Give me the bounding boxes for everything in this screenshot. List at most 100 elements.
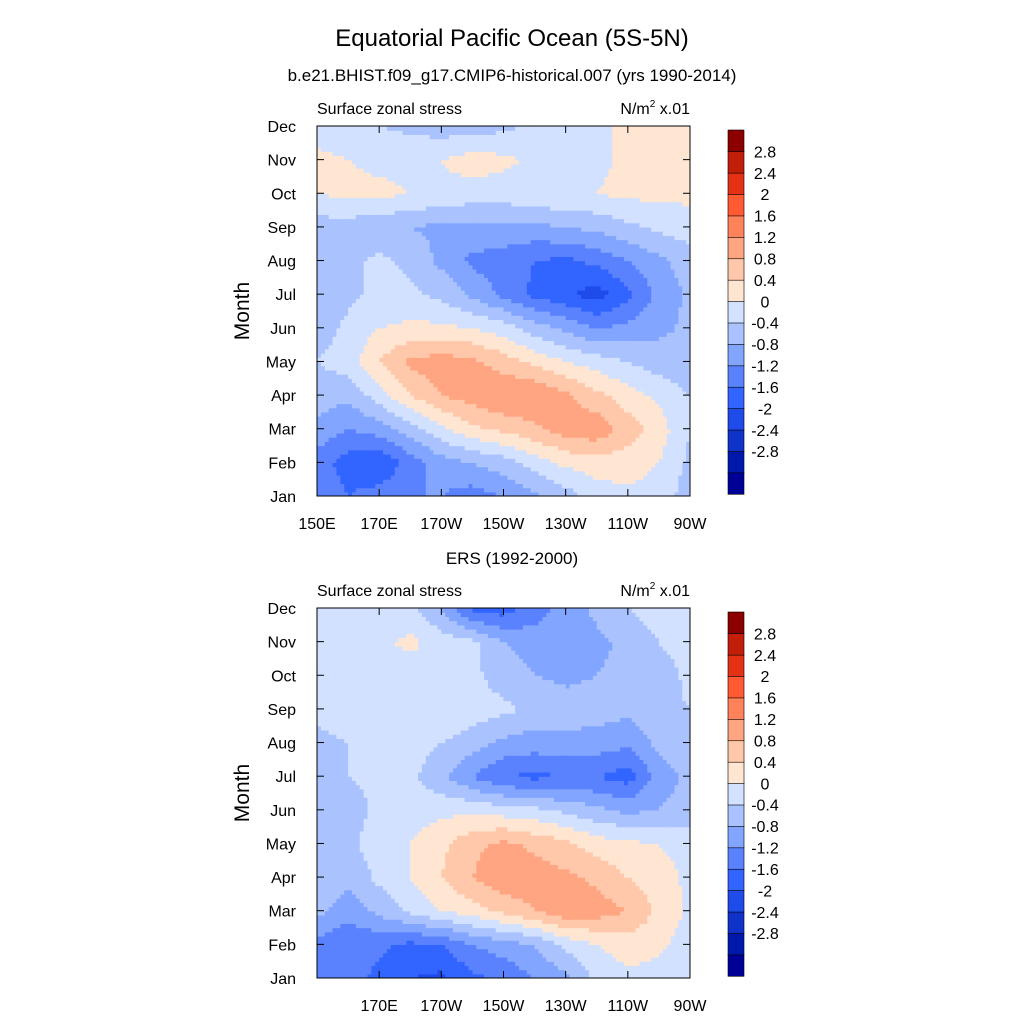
contour-cell [398, 458, 404, 463]
contour-cell [332, 390, 338, 396]
contour-cell [340, 369, 345, 375]
contour-cell [534, 378, 540, 384]
contour-cell [581, 420, 586, 426]
contour-cell [472, 332, 477, 337]
contour-cell [581, 357, 586, 363]
contour-cell [647, 336, 652, 342]
contour-cell [445, 453, 450, 459]
contour-cell [398, 327, 404, 333]
contour-cell [643, 416, 648, 421]
contour-cell [631, 487, 637, 493]
contour-cell [320, 365, 326, 371]
contour-cell [577, 357, 582, 363]
contour-cell [538, 386, 543, 392]
contour-cell [569, 483, 575, 489]
contour-cell [433, 361, 439, 367]
contour-cell [503, 403, 508, 409]
contour-cell [596, 374, 602, 379]
contour-cell [616, 378, 621, 384]
contour-cell [546, 344, 551, 350]
contour-cell [515, 483, 520, 489]
contour-cell [363, 340, 369, 346]
contour-cell [686, 424, 690, 430]
contour-cell [336, 470, 341, 476]
contour-cell [592, 453, 598, 459]
contour-cell [449, 332, 454, 337]
contour-cell [480, 462, 485, 468]
contour-cell [519, 378, 524, 384]
contour-cell [406, 487, 411, 493]
contour-cell [433, 479, 439, 484]
contour-cell [581, 327, 586, 333]
contour-cell [550, 319, 555, 325]
contour-cell [441, 340, 446, 346]
contour-cell [503, 294, 508, 299]
contour-cell [367, 437, 372, 442]
contour-cell [394, 285, 400, 291]
contour-cell [588, 378, 594, 384]
contour-cell [363, 428, 369, 434]
contour-cell [398, 298, 404, 304]
contour-cell [355, 281, 361, 287]
contour-cell [577, 407, 582, 413]
contour-cell [522, 390, 528, 396]
contour-cell [468, 382, 474, 388]
contour-cell [662, 470, 668, 476]
contour-cell [511, 382, 516, 388]
contour-cell [484, 445, 489, 451]
contour-cell [686, 432, 690, 438]
contour-cell [608, 365, 613, 371]
contour-cell [317, 487, 322, 493]
contour-cell [421, 327, 427, 333]
contour-cell [612, 386, 617, 392]
contour-cell [635, 315, 641, 320]
contour-cell [585, 336, 590, 342]
contour-cell [472, 462, 477, 468]
contour-cell [651, 369, 656, 375]
contour-cell [666, 407, 672, 413]
contour-cell [468, 340, 474, 346]
contour-cell [573, 395, 578, 400]
contour-cell [317, 273, 322, 278]
contour-cell [445, 348, 450, 354]
contour-cell [418, 306, 423, 312]
contour-cell [464, 441, 470, 447]
contour-cell [363, 437, 369, 442]
contour-cell [538, 403, 543, 409]
contour-cell [363, 441, 369, 447]
contour-cell [476, 416, 481, 421]
contour-cell [336, 445, 341, 451]
contour-cell [429, 264, 435, 270]
contour-cell [445, 268, 450, 274]
contour-cell [623, 466, 629, 472]
contour-cell [390, 365, 396, 371]
contour-cell [522, 403, 528, 409]
contour-cell [522, 445, 528, 451]
contour-cell [682, 374, 687, 379]
contour-cell [538, 332, 543, 337]
contour-cell [612, 348, 617, 354]
contour-cell [414, 441, 419, 447]
contour-cell [554, 298, 559, 304]
contour-cell [569, 424, 575, 430]
contour-cell [425, 311, 431, 316]
contour-cell [491, 332, 497, 337]
contour-cell [565, 445, 571, 451]
contour-cell [379, 332, 384, 337]
contour-cell [495, 462, 501, 468]
contour-cell [620, 344, 625, 350]
contour-cell [530, 311, 536, 316]
contour-cell [600, 378, 606, 384]
contour-cell [491, 386, 497, 392]
contour-cell [561, 411, 567, 417]
contour-cell [530, 294, 536, 299]
contour-cell [557, 361, 563, 367]
contour-cell [359, 353, 365, 358]
contour-cell [379, 294, 384, 299]
contour-cell [542, 344, 547, 350]
contour-cell [476, 281, 481, 287]
contour-cell [557, 407, 563, 413]
contour-cell [495, 416, 501, 421]
contour-cell [596, 386, 602, 392]
contour-cell [577, 491, 582, 496]
